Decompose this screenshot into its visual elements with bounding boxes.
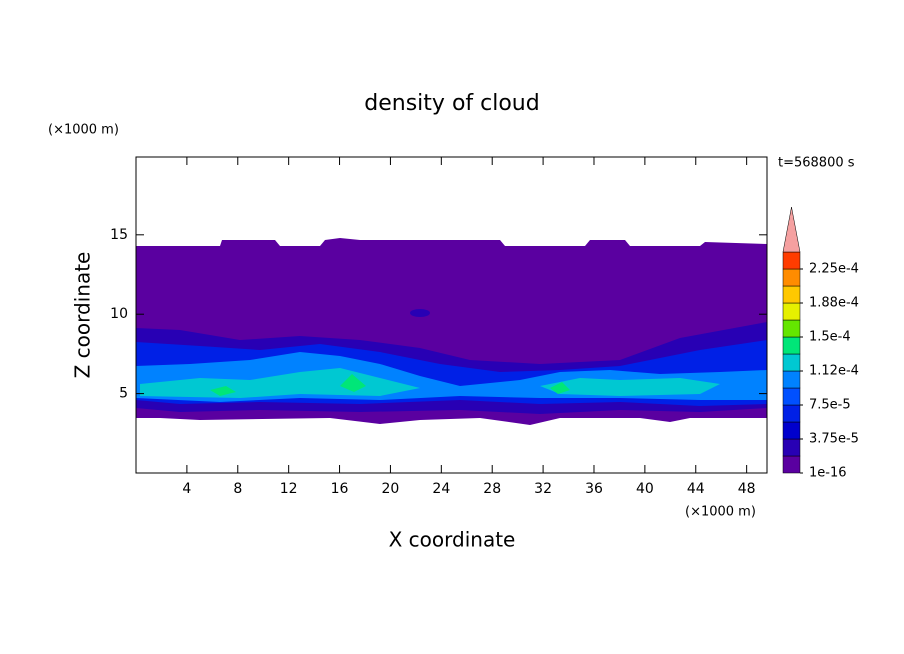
x-tick-label: 32 — [534, 481, 552, 497]
x-tick-label: 20 — [382, 481, 400, 497]
x-tick-label: 36 — [585, 481, 603, 497]
x-unit: (×1000 m) — [685, 505, 756, 520]
colorbar-label: 1.12e-4 — [809, 364, 859, 379]
y-tick-label: 15 — [110, 227, 128, 243]
x-tick-label: 44 — [687, 481, 705, 497]
colorbar-box — [782, 421, 801, 440]
colorbar-box — [782, 387, 801, 406]
colorbar-box — [782, 319, 801, 338]
colorbar-extend — [782, 206, 801, 253]
colorbar-box — [782, 251, 801, 270]
cloud-core — [140, 368, 420, 398]
x-tick-label: 24 — [432, 481, 450, 497]
x-tick-label: 4 — [182, 481, 191, 497]
x-tick-label: 40 — [636, 481, 654, 497]
colorbar-box — [782, 370, 801, 389]
time-label: t=568800 s — [778, 156, 855, 171]
colorbar-box — [782, 302, 801, 321]
colorbar-label: 7.5e-5 — [809, 398, 851, 413]
y-tick-label: 10 — [110, 306, 128, 322]
x-tick-label: 28 — [483, 481, 501, 497]
colorbar-label: 1e-16 — [809, 466, 847, 481]
x-tick-label: 8 — [233, 481, 242, 497]
colorbar-box — [782, 438, 801, 457]
chart-title: density of cloud — [364, 91, 539, 116]
y-axis-label: Z coordinate — [71, 252, 95, 379]
colorbar-label: 3.75e-5 — [809, 432, 859, 447]
colorbar-box — [782, 455, 801, 474]
colorbar-box — [782, 404, 801, 423]
colorbar-box — [782, 336, 801, 355]
contour-field — [136, 238, 767, 425]
colorbar-box — [782, 353, 801, 372]
colorbar-box — [782, 268, 801, 287]
colorbar-label: 1.88e-4 — [809, 296, 859, 311]
x-axis-label: X coordinate — [389, 528, 516, 552]
colorbar-label: 1.5e-4 — [809, 330, 851, 345]
y-tick-label: 5 — [119, 386, 128, 402]
x-tick-label: 12 — [280, 481, 298, 497]
colorbar-box — [782, 285, 801, 304]
y-unit: (×1000 m) — [48, 123, 119, 138]
x-tick-label: 48 — [738, 481, 756, 497]
cloud-blob — [410, 309, 430, 317]
cloud-core — [540, 378, 720, 396]
x-tick-label: 16 — [331, 481, 349, 497]
plot-frame — [135, 156, 768, 474]
colorbar-label: 2.25e-4 — [809, 262, 859, 277]
